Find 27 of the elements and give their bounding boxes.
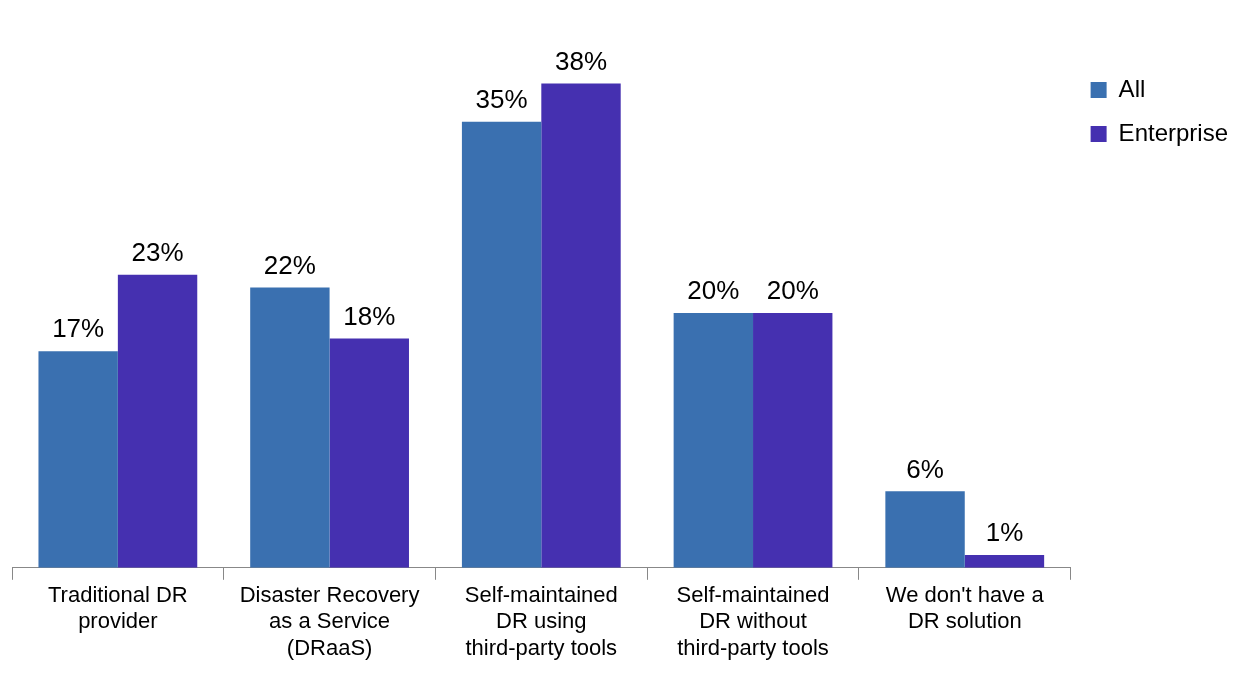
data-label: 1% [985,517,1024,548]
x-tick-label: Self-maintained DR using third-party tools [464,582,618,660]
data-label: 18% [343,300,396,331]
bar [541,83,621,568]
x-tick-label: Traditional DR provider [47,582,188,634]
bar [964,555,1045,568]
data-label: 6% [906,453,944,484]
legend-label: Enterprise [1118,118,1229,146]
bar [461,121,542,568]
x-tick-label: We don't have a DR solution [885,582,1045,634]
bar [38,351,118,568]
bar [117,274,198,568]
legend-label: All [1118,74,1146,102]
data-label: 23% [131,236,184,267]
data-label: 38% [554,45,608,76]
bar [329,338,409,568]
x-tick-label: Disaster Recovery as a Service (DRaaS) [239,582,420,660]
data-label: 17% [52,313,105,344]
data-label: 20% [766,275,819,306]
bar [673,312,754,568]
bar [250,287,330,568]
bar [885,491,965,568]
data-label: 35% [475,83,528,114]
x-tick-label: Self-maintained DR without third-party tools [676,582,830,660]
data-label: 20% [687,275,740,306]
bar [753,312,833,568]
data-label: 22% [263,249,316,280]
